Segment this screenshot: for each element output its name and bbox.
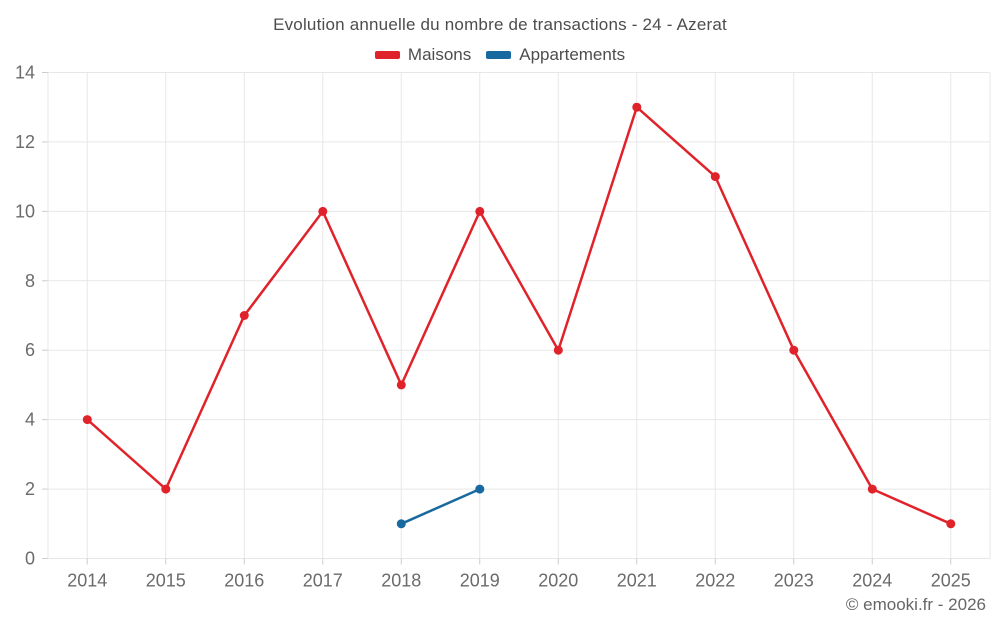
- x-tick-label: 2018: [381, 571, 421, 591]
- chart-legend: Maisons Appartements: [0, 45, 1000, 65]
- data-point[interactable]: [161, 484, 171, 494]
- x-tick-label: 2021: [617, 571, 657, 591]
- x-tick-label: 2016: [224, 571, 264, 591]
- series-line: [400, 487, 482, 526]
- x-tick-label: 2020: [538, 571, 578, 591]
- data-point[interactable]: [318, 206, 328, 216]
- y-tick-label: 2: [25, 479, 35, 499]
- data-point[interactable]: [867, 484, 877, 494]
- x-tick-label: 2022: [695, 571, 735, 591]
- x-tick-label: 2014: [67, 571, 107, 591]
- data-point[interactable]: [946, 519, 956, 529]
- copyright-text: © emooki.fr - 2026: [845, 595, 986, 614]
- x-tick-label: 2015: [146, 571, 186, 591]
- data-point[interactable]: [475, 484, 485, 494]
- chart-title: Evolution annuelle du nombre de transact…: [273, 15, 727, 34]
- series-maisons[interactable]: [82, 102, 956, 529]
- data-point[interactable]: [632, 102, 642, 112]
- y-tick-label: 6: [25, 340, 35, 360]
- chart-grid: 0 2 4 6 8 10 12 14 2014 2015 2016 2017 2018 2019 2020 2…: [15, 63, 991, 591]
- y-tick-label: 0: [25, 549, 35, 569]
- x-tick-label: 2024: [852, 571, 892, 591]
- legend-item-appartements[interactable]: Appartements: [486, 45, 625, 65]
- y-tick-label: 4: [25, 410, 35, 430]
- y-tick-label: 12: [15, 132, 35, 152]
- legend-item-maisons[interactable]: Maisons: [374, 45, 472, 65]
- series-line: [86, 105, 953, 526]
- data-point[interactable]: [396, 380, 406, 390]
- legend-swatch-appartements: [486, 51, 512, 59]
- legend-label-appartements: Appartements: [519, 45, 626, 64]
- y-tick-label: 8: [25, 271, 35, 291]
- data-point[interactable]: [553, 345, 563, 355]
- data-point[interactable]: [710, 172, 720, 182]
- data-point[interactable]: [239, 311, 249, 320]
- series-appartements[interactable]: [396, 484, 485, 529]
- legend-swatch-maisons: [374, 51, 400, 59]
- y-tick-label: 10: [15, 201, 35, 221]
- data-point[interactable]: [82, 415, 92, 425]
- x-tick-label: 2023: [774, 571, 814, 591]
- data-point[interactable]: [789, 345, 799, 355]
- legend-label-maisons: Maisons: [407, 45, 472, 64]
- x-tick-label: 2019: [460, 571, 500, 591]
- y-tick-label: 14: [15, 63, 35, 83]
- data-point[interactable]: [475, 206, 485, 216]
- x-tick-label: 2025: [931, 571, 971, 591]
- x-tick-label: 2017: [303, 571, 343, 591]
- data-point[interactable]: [396, 519, 406, 529]
